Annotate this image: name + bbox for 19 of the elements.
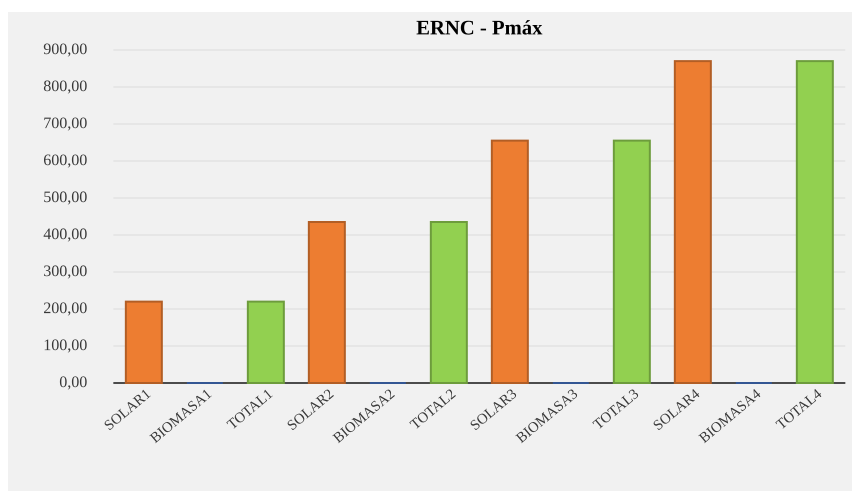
bar [796, 60, 834, 384]
chart-title: ERNC - Pmáx [416, 20, 542, 35]
bar [430, 221, 468, 384]
bar [246, 300, 285, 384]
y-tick-label: 0,00 [60, 376, 87, 390]
bar [308, 221, 346, 384]
y-tick-label: 300,00 [44, 265, 87, 279]
y-tick-label: 400,00 [44, 228, 87, 242]
y-tick-label: 500,00 [44, 191, 87, 205]
bar [674, 60, 712, 384]
y-tick-label: 200,00 [44, 302, 87, 316]
y-tick-label: 700,00 [44, 117, 87, 131]
y-tick-label: 100,00 [44, 339, 87, 353]
y-tick-label: 900,00 [44, 43, 87, 57]
bar [124, 300, 163, 384]
bar [612, 140, 651, 384]
y-tick-label: 600,00 [44, 154, 87, 168]
y-tick-label: 800,00 [44, 80, 87, 94]
bar [490, 140, 529, 384]
